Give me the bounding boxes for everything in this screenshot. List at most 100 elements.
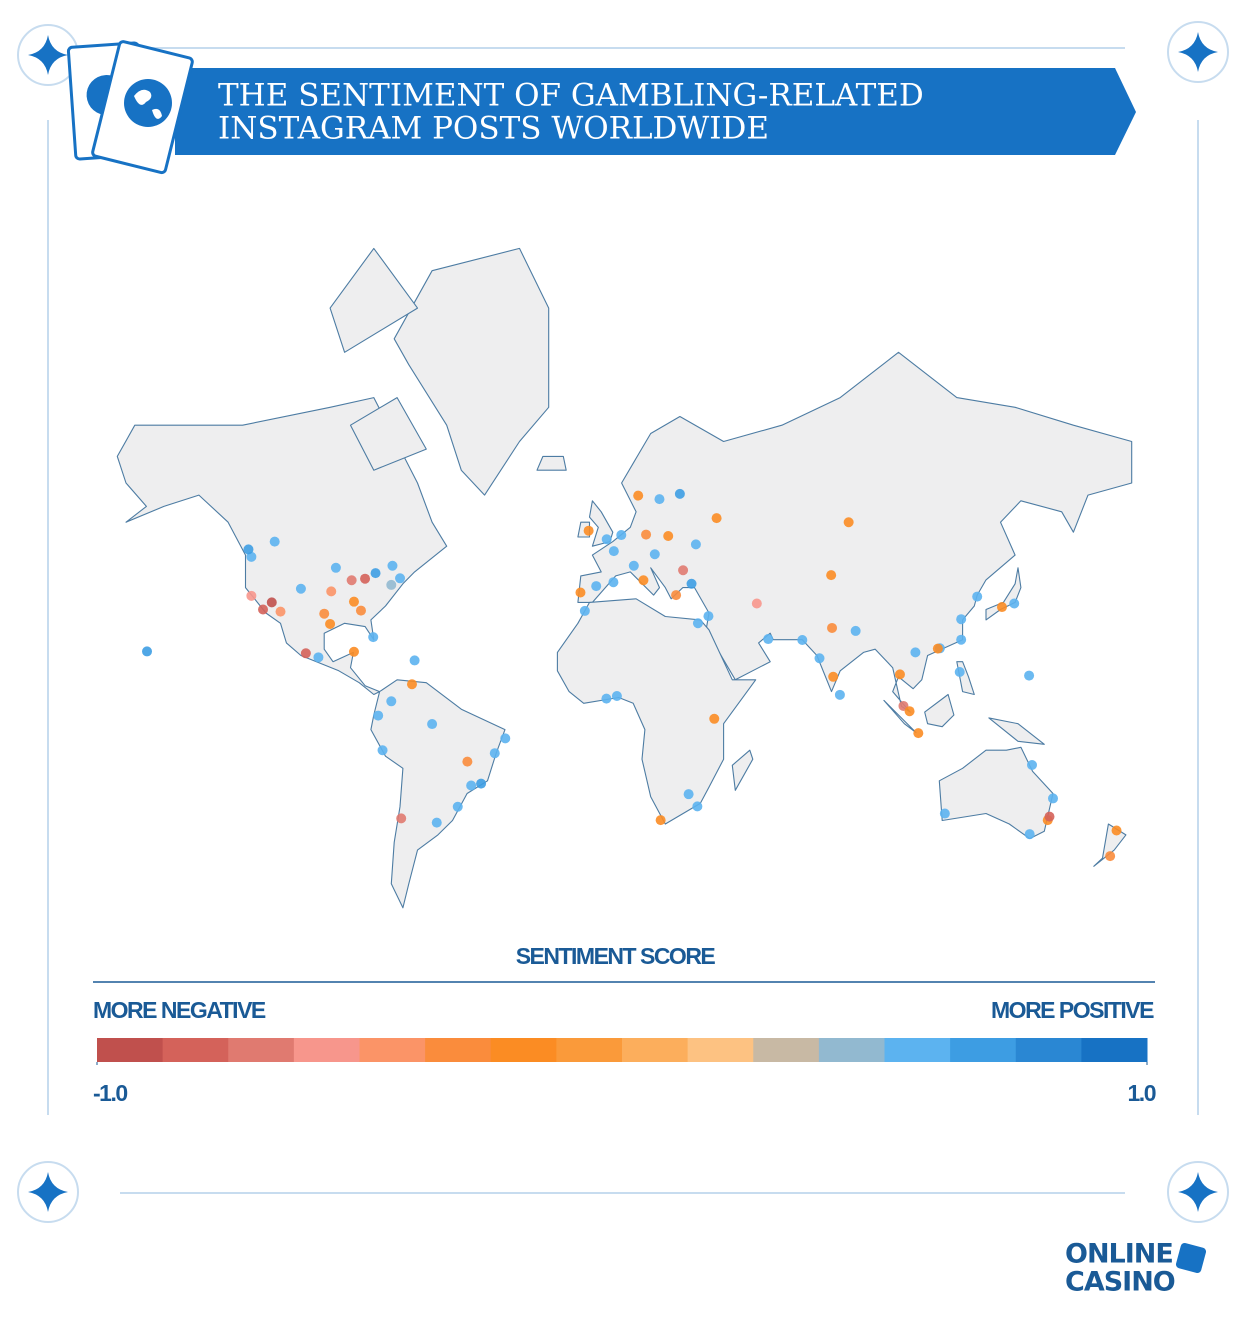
sentiment-point [489,748,500,759]
landmass [329,247,419,353]
sentiment-point [894,669,905,680]
sentiment-point [683,789,694,800]
sentiment-point [348,646,359,657]
sentiment-point [348,596,359,607]
sentiment-point [601,693,612,704]
sentiment-point [1027,759,1038,770]
landmass [924,693,955,728]
legend-swatch [1015,1038,1082,1062]
sentiment-point [972,591,983,602]
legend-swatch [622,1038,689,1062]
sentiment-point [142,646,153,657]
sentiment-point [1044,811,1055,822]
legend-swatch [162,1038,229,1062]
sentiment-point [325,618,336,629]
sentiment-point [591,581,602,592]
sentiment-point [579,605,590,616]
sentiment-point [850,625,861,636]
sentiment-point [500,733,511,744]
sentiment-point [295,583,306,594]
sentiment-point [674,488,685,499]
logo: ONLINE CASINO [1065,1239,1207,1298]
sentiment-point [1009,598,1020,609]
sentiment-point [956,614,967,625]
sentiment-point [678,565,689,576]
legend-swatch [950,1038,1017,1062]
sentiment-point [649,549,660,560]
sentiment-point [395,573,406,584]
sentiment-point [763,634,774,645]
sentiment-point [1111,825,1122,836]
sentiment-point [370,568,381,579]
sentiment-point [638,575,649,586]
sentiment-point [616,530,627,541]
landmass [577,351,1133,713]
sentiment-point [387,560,398,571]
sentiment-point [608,546,619,557]
sentiment-point [663,531,674,542]
sentiment-point [346,575,357,586]
sentiment-point [360,573,371,584]
sentiment-point [828,671,839,682]
sentiment-point [954,666,965,677]
sentiment-point [703,611,714,622]
sentiment-point [275,606,286,617]
sentiment-point [409,655,420,666]
sentiment-point [910,647,921,658]
sentiment-point [476,778,487,789]
landmass [731,749,754,791]
world-map [116,247,1133,909]
sentiment-point [601,534,612,545]
legend-swatch [556,1038,623,1062]
legend-tick-label: -1.0 [93,1080,127,1106]
sentiment-point [583,525,594,536]
sentiment-point [996,602,1007,613]
legend-swatch [425,1038,492,1062]
sentiment-point [266,597,277,608]
sentiment-point [355,605,366,616]
landmass [938,746,1054,840]
landmass [556,598,757,825]
landmass [536,455,567,471]
corner-star [1167,21,1229,83]
legend-swatch [884,1038,951,1062]
sentiment-point [452,801,463,812]
legend-swatch [293,1038,360,1062]
sentiment-point [300,648,311,659]
legend-swatch [753,1038,820,1062]
sentiment-point [611,691,622,702]
sentiment-point [466,780,477,791]
sentiment-point [956,634,967,645]
sentiment-point [406,679,417,690]
frame [17,21,1229,1223]
legend-swatch [818,1038,885,1062]
legend-title: SENTIMENT SCORE [516,943,716,969]
sentiment-point [843,517,854,528]
sentiment-point [686,578,697,589]
sentiment-point [904,706,915,717]
sentiment-point [1105,851,1116,862]
sentiment-point [692,618,703,629]
title-line: THE SENTIMENT OF GAMBLING-RELATED [218,78,924,114]
legend-tick-label: 1.0 [1128,1080,1156,1106]
sentiment-point [826,570,837,581]
sentiment-point [939,808,950,819]
sentiment-point [711,513,722,524]
sentiment-point [751,598,762,609]
title-banner [175,68,1136,155]
corner-star [1167,1161,1229,1223]
landmass [988,717,1045,745]
sentiment-point [269,536,280,547]
corner-star [17,1161,79,1223]
sentiment-point [386,579,397,590]
sentiment-point [462,756,473,767]
logo-text: CASINO [1065,1267,1175,1298]
landmass [883,699,917,734]
sentiment-point [628,560,639,571]
landmass [370,679,506,909]
legend-right-label: MORE POSITIVE [991,997,1154,1023]
legend-swatch [1081,1038,1148,1062]
sentiment-point [709,713,720,724]
sentiment-point [690,539,701,550]
